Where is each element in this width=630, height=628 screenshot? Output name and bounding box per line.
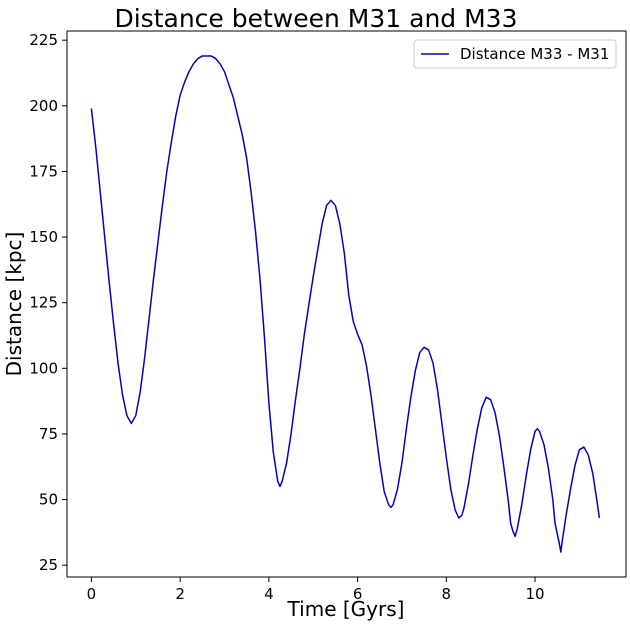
y-tick-label: 100 [29,359,58,377]
x-tick-label: 6 [353,585,363,603]
legend-entry-distance-m33-m31: Distance M33 - M31 [460,45,609,63]
y-tick-label: 225 [29,31,58,49]
y-tick-label: 75 [39,425,58,443]
chart-title: Distance between M31 and M33 [114,4,517,33]
x-tick-label: 0 [87,585,97,603]
x-axis-label: Time [Gyrs] [287,597,405,621]
plot-area [90,55,601,553]
y-axis: 25 50 75 100 125 150 175 200 225 [29,31,67,574]
y-axis-label: Distance [kpc] [2,232,26,377]
y-tick-label: 150 [29,228,58,246]
y-tick-label: 125 [29,294,58,312]
y-tick-label: 175 [29,162,58,180]
legend: Distance M33 - M31 [413,39,617,69]
legend-box [413,39,617,69]
x-tick-label: 4 [264,585,274,603]
y-tick-label: 50 [39,491,58,509]
x-axis: 0 2 4 6 8 10 [87,577,545,603]
plot-frame [66,30,627,578]
x-tick-label: 10 [526,585,545,603]
y-tick-label: 200 [29,97,58,115]
x-tick-label: 2 [175,585,185,603]
x-tick-label: 8 [442,585,452,603]
series-line-distance-m33-m31 [90,55,601,553]
y-tick-label: 25 [39,556,58,574]
